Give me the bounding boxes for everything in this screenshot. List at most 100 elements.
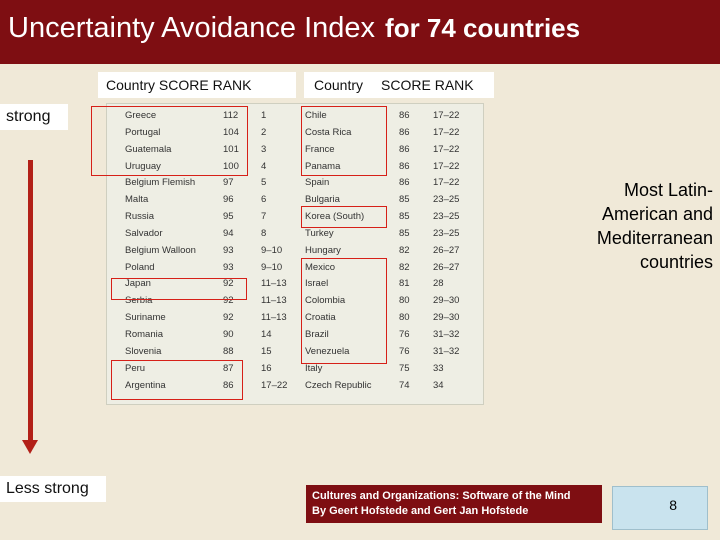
header-score: SCORE — [158, 77, 209, 93]
rank-cell: 31–32 — [433, 345, 460, 357]
country-cell: Spain — [305, 177, 330, 189]
score-cell: 93 — [223, 261, 234, 273]
table-row: Croatia 80 29–30 — [305, 310, 477, 327]
country-cell: Belgium Walloon — [125, 244, 196, 256]
highlight-box-greece-uruguay — [91, 106, 248, 176]
score-cell: 82 — [399, 244, 410, 256]
citation-box: Cultures and Organizations: Software of … — [306, 485, 602, 523]
rank-cell: 26–27 — [433, 261, 460, 273]
score-cell: 112 — [223, 110, 239, 121]
table-row: Malta 96 6 — [125, 192, 305, 209]
country-cell: Malta — [125, 194, 149, 206]
rank-cell: 23–25 — [433, 211, 460, 223]
table-row: Romania 90 14 — [125, 327, 305, 344]
country-cell: Colombia — [305, 295, 346, 307]
rank-cell: 7 — [261, 211, 267, 223]
country-cell: Russia — [125, 211, 155, 223]
table-row: Colombia 80 29–30 — [305, 293, 477, 310]
score-cell: 96 — [223, 194, 234, 206]
table-row: Suriname 92 11–13 — [125, 310, 305, 327]
rank-cell: 11–13 — [261, 295, 287, 307]
table-row: Chile 86 17–22 — [305, 108, 477, 125]
table-row: Bulgaria 85 23–25 — [305, 192, 477, 209]
table-row: Spain 86 17–22 — [305, 175, 477, 192]
table-row: Poland 93 9–10 — [125, 260, 305, 277]
rank-cell: 16 — [261, 362, 272, 374]
table-header-right: Country SCORE RANK — [304, 72, 494, 98]
rank-cell: 1 — [261, 110, 267, 121]
country-cell: Brazil — [305, 328, 329, 340]
rank-cell: 17–22 — [433, 126, 460, 138]
rank-cell: 17–22 — [433, 143, 460, 155]
score-cell: 92 — [223, 295, 234, 307]
score-cell: 82 — [399, 261, 410, 273]
country-cell: Uruguay — [125, 160, 161, 172]
score-cell: 92 — [223, 278, 234, 290]
table-row: Mexico 82 26–27 — [305, 260, 477, 277]
table-row: Belgium Walloon 93 9–10 — [125, 243, 305, 260]
score-cell: 76 — [399, 328, 410, 340]
country-cell: Guatemala — [125, 143, 172, 155]
score-cell: 85 — [399, 194, 410, 206]
rank-cell: 3 — [261, 143, 267, 155]
rank-cell: 17–22 — [261, 379, 288, 391]
rank-cell: 34 — [433, 379, 444, 391]
rank-cell: 17–22 — [433, 177, 460, 189]
table-row: Peru 87 16 — [125, 361, 305, 378]
highlight-box-peru-argentina — [111, 360, 243, 400]
table-row: Hungary 82 26–27 — [305, 243, 477, 260]
score-cell: 75 — [399, 362, 410, 374]
country-cell: Chile — [305, 110, 327, 121]
slide-title: Uncertainty Avoidance Index for 74 countr… — [8, 12, 580, 45]
table-row: Serbia 92 11–13 — [125, 293, 305, 310]
rank-cell: 14 — [261, 328, 272, 340]
table-row: Brazil 76 31–32 — [305, 327, 477, 344]
citation-line-1: Cultures and Organizations: Software of … — [312, 490, 571, 502]
rank-cell: 8 — [261, 227, 267, 239]
country-cell: Salvador — [125, 227, 163, 239]
score-cell: 85 — [399, 227, 410, 239]
country-cell: Japan — [125, 278, 151, 290]
rank-cell: 29–30 — [433, 312, 460, 324]
country-cell: Suriname — [125, 312, 166, 324]
table-row: Israel 81 28 — [305, 276, 477, 293]
rank-cell: 2 — [261, 126, 267, 138]
score-cell: 90 — [223, 328, 234, 340]
score-cell: 87 — [223, 362, 234, 374]
score-cell: 86 — [399, 143, 410, 155]
score-cell: 101 — [223, 143, 239, 155]
country-cell: Peru — [125, 362, 146, 374]
rank-cell: 5 — [261, 177, 267, 189]
country-cell: Slovenia — [125, 345, 162, 357]
table-row: Argentina 86 17–22 — [125, 378, 305, 395]
rank-cell: 17–22 — [433, 160, 460, 172]
country-cell: Italy — [305, 362, 323, 374]
rank-cell: 26–27 — [433, 244, 460, 256]
rank-cell: 4 — [261, 160, 267, 172]
table-row: Portugal 104 2 — [125, 125, 305, 142]
table-row: Turkey 85 23–25 — [305, 226, 477, 243]
uai-table: Greece 112 1 Portugal 104 2 Guatemala 101 3 Urugu… — [91, 103, 484, 405]
country-cell: Belgium Flemish — [125, 177, 196, 189]
rank-cell: 23–25 — [433, 227, 460, 239]
score-cell: 80 — [399, 295, 410, 307]
highlight-box-korea — [301, 206, 387, 228]
header-country: Country — [106, 77, 156, 93]
country-cell: Poland — [125, 261, 155, 273]
highlight-box-japan — [111, 278, 247, 300]
table-row: Guatemala 101 3 — [125, 142, 305, 159]
score-cell: 81 — [399, 278, 410, 290]
table-column-left: Greece 112 1 Portugal 104 2 Guatemala 101 3 Urugu… — [125, 108, 305, 394]
title-sub: for 74 countries — [385, 13, 581, 43]
table-row: Salvador 94 8 — [125, 226, 305, 243]
country-cell: Czech Republic — [305, 379, 372, 391]
rank-cell: 28 — [433, 278, 444, 290]
score-cell: 104 — [223, 126, 239, 138]
country-cell: Portugal — [125, 126, 161, 138]
score-cell: 93 — [223, 244, 234, 256]
score-cell: 86 — [399, 160, 410, 172]
title-bar: Uncertainty Avoidance Index for 74 countr… — [0, 0, 720, 64]
header-score: SCORE — [381, 77, 431, 93]
table-row: Uruguay 100 4 — [125, 159, 305, 176]
table-row: Belgium Flemish 97 5 — [125, 175, 305, 192]
